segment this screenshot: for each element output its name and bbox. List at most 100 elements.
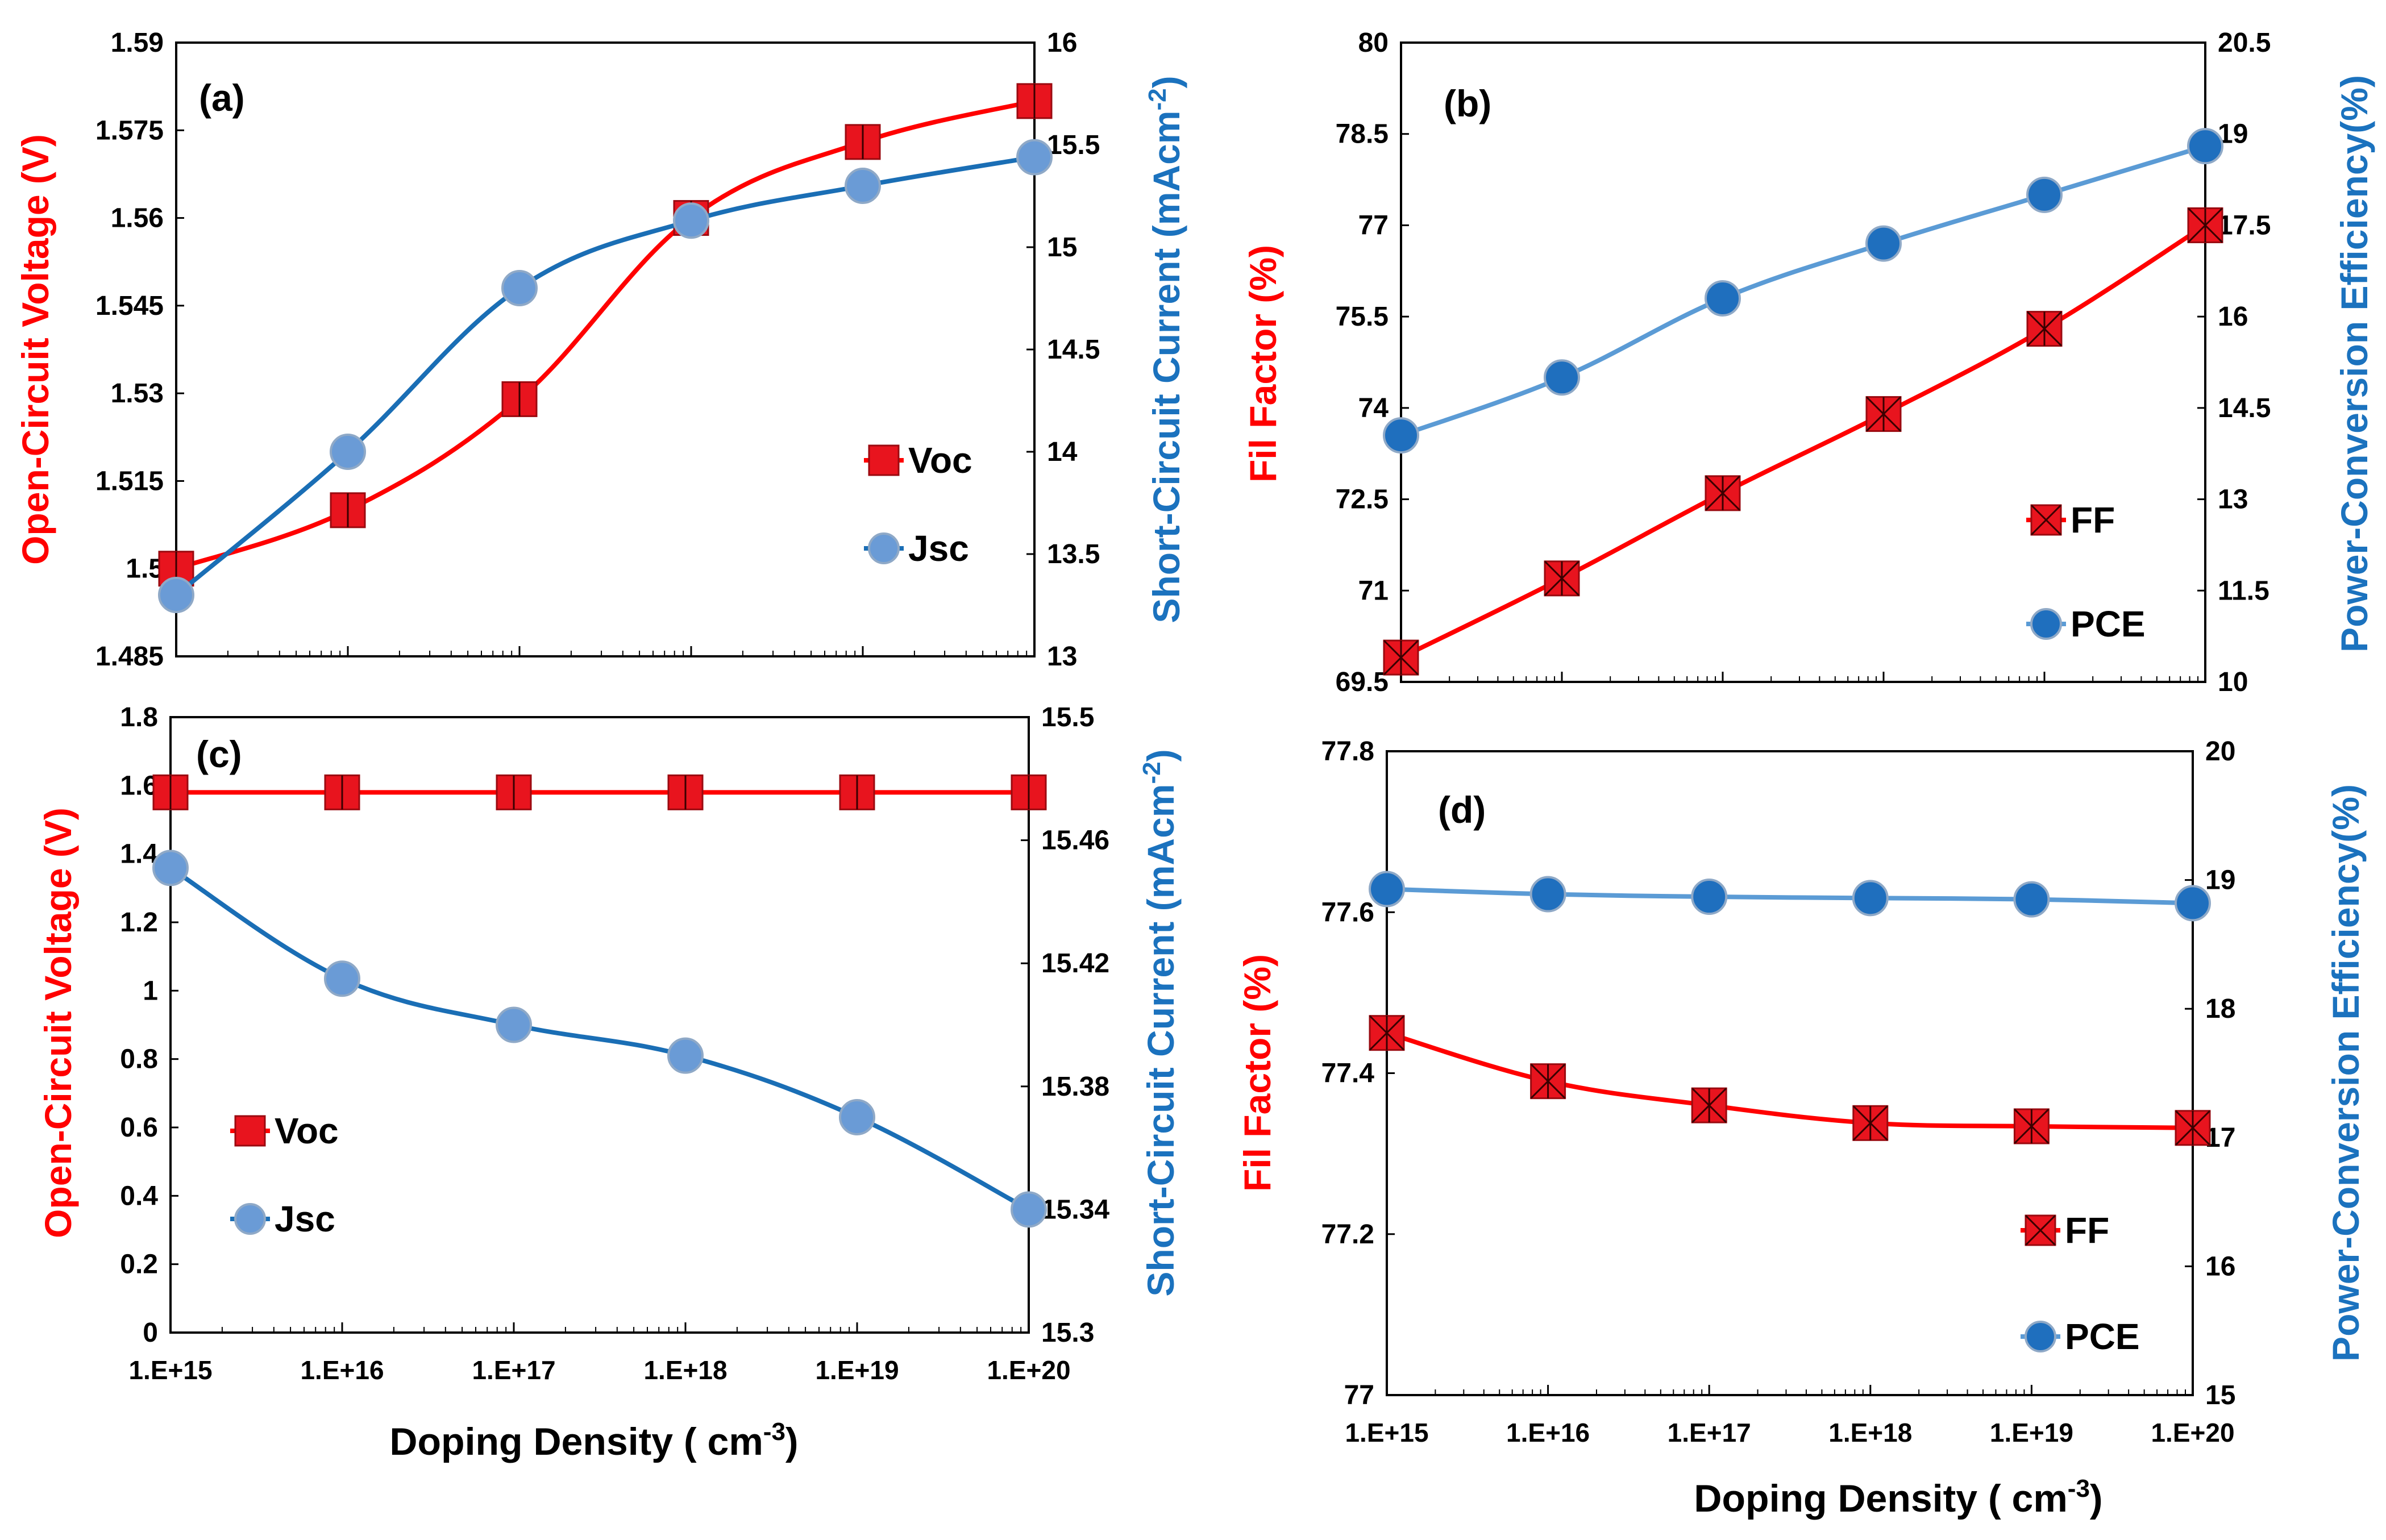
right-tick-label: 15.34 xyxy=(1041,1194,1109,1225)
left-tick-label: 77.4 xyxy=(1321,1059,1375,1089)
left-tick-label: 1.6 xyxy=(120,771,158,801)
right-tick-label: 13.5 xyxy=(1047,539,1100,569)
right-axis-label-end: ) xyxy=(1145,76,1187,88)
left-tick-label: 1 xyxy=(143,976,158,1006)
x-tick-label: 1.E+17 xyxy=(472,1355,555,1385)
data-point-jsc xyxy=(324,960,360,997)
right-axis-label-main: Power-Conversion Efficiency(%) xyxy=(2333,75,2375,652)
data-point-pce xyxy=(1544,359,1580,396)
left-tick-label: 75.5 xyxy=(1336,302,1389,332)
panel-label: (d) xyxy=(1438,789,1486,831)
series-line-ff xyxy=(1386,1030,2193,1130)
x-axis-title-left: Doping Density ( cm-3) xyxy=(389,1418,798,1463)
x-axis-title-right: Doping Density ( cm-3) xyxy=(1694,1475,2102,1520)
legend-marker xyxy=(868,444,900,476)
right-axis-label: Short-Circuit Current (mAcm-2) xyxy=(1138,749,1182,1296)
data-point-jsc xyxy=(1011,1191,1047,1228)
data-point-jsc xyxy=(496,1006,532,1043)
legend-marker xyxy=(868,532,900,564)
right-tick-label: 14.5 xyxy=(2218,393,2271,423)
left-tick-label: 77 xyxy=(1344,1380,1374,1410)
right-axis-label-sup: -2 xyxy=(1144,88,1171,110)
legend-label: Jsc xyxy=(275,1198,335,1239)
right-tick-label: 17.5 xyxy=(2218,210,2271,240)
data-point-jsc xyxy=(839,1098,875,1135)
series-line-pce xyxy=(1386,886,2193,906)
right-axis-label-main: Short-Circuit Current (mAcm xyxy=(1140,784,1182,1297)
x-tick-label: 1.E+15 xyxy=(128,1355,212,1385)
legend-marker-cross xyxy=(2030,504,2062,536)
left-tick-label: 72.5 xyxy=(1336,485,1389,515)
x-tick-label: 1.E+17 xyxy=(1668,1418,1751,1447)
panel-label: (a) xyxy=(199,77,245,119)
series-pce xyxy=(1369,871,2211,922)
right-tick-label: 13 xyxy=(1047,642,1077,672)
right-tick-label: 16 xyxy=(2218,302,2248,332)
legend-item-jsc: Jsc xyxy=(864,528,969,569)
legend-item-ff: FF xyxy=(2021,1210,2109,1251)
right-axis-label: Power-Conversion Efficiency(%) xyxy=(2325,784,2367,1362)
series-jsc xyxy=(158,139,1053,613)
legend-item-pce: PCE xyxy=(2021,1316,2140,1357)
series-line-pce xyxy=(1400,144,2206,438)
legend-label: Voc xyxy=(275,1110,339,1151)
x-tick-label: 1.E+20 xyxy=(987,1355,1070,1385)
left-tick-label: 1.59 xyxy=(111,28,164,58)
data-point-pce xyxy=(2175,885,2211,922)
data-point-pce xyxy=(1529,876,1566,913)
right-axis-label-main: Power-Conversion Efficiency(%) xyxy=(2325,784,2367,1362)
left-tick-label: 77.6 xyxy=(1321,897,1374,927)
data-point-jsc xyxy=(152,850,189,886)
data-point-jsc xyxy=(673,202,709,239)
legend-marker xyxy=(2030,608,2062,640)
data-point-jsc xyxy=(330,434,366,470)
data-point-pce xyxy=(1369,871,1405,908)
legend-label: Voc xyxy=(908,440,972,481)
plot-frame xyxy=(1400,41,2206,683)
left-tick-label: 0.4 xyxy=(120,1181,158,1211)
legend-item-voc: Voc xyxy=(230,1110,339,1151)
data-point-pce xyxy=(1705,280,1741,317)
right-tick-label: 20.5 xyxy=(2218,28,2271,58)
left-tick-label: 80 xyxy=(1358,28,1389,58)
left-tick-label: 1.515 xyxy=(95,466,164,496)
left-tick-label: 0.6 xyxy=(120,1113,158,1143)
series-ff xyxy=(1383,207,2223,676)
data-point-pce xyxy=(2013,881,2050,918)
legend-label: FF xyxy=(2065,1210,2109,1251)
left-tick-label: 1.575 xyxy=(95,115,164,145)
right-tick-label: 15.38 xyxy=(1041,1072,1109,1102)
left-axis-label: Open-Circuit Voltage (V) xyxy=(37,808,79,1238)
x-tick-label: 1.E+18 xyxy=(643,1355,727,1385)
panel-label: (b) xyxy=(1444,82,1491,124)
legend-item-pce: PCE xyxy=(2026,603,2146,644)
left-tick-label: 1.2 xyxy=(120,908,158,938)
left-tick-label: 74 xyxy=(1358,393,1389,423)
legend-label: Jsc xyxy=(908,528,969,569)
legend-marker xyxy=(234,1115,266,1147)
chart-panel-2: 69.5 71 72.5 74 75.5 77 78.5 80 10 11.5 13 14.5 16 17… xyxy=(1242,28,2375,697)
right-tick-label: 15.5 xyxy=(1041,702,1094,732)
right-tick-label: 11.5 xyxy=(2218,576,2269,606)
right-axis-label: Power-Conversion Efficiency(%) xyxy=(2333,75,2375,652)
right-tick-label: 20 xyxy=(2205,736,2235,767)
right-tick-label: 15.3 xyxy=(1041,1318,1094,1348)
right-tick-label: 15 xyxy=(1047,232,1077,263)
data-point-jsc xyxy=(1016,139,1053,176)
left-tick-label: 0.8 xyxy=(120,1044,158,1075)
right-tick-label: 14.5 xyxy=(1047,335,1100,365)
left-tick-label: 1.485 xyxy=(95,642,164,672)
left-tick-label: 78.5 xyxy=(1336,119,1389,149)
legend-marker-cross xyxy=(2025,1214,2056,1246)
right-tick-label: 15.46 xyxy=(1041,826,1109,856)
right-tick-label: 16 xyxy=(1047,28,1077,58)
x-tick-label: 1.E+16 xyxy=(1506,1418,1590,1447)
left-tick-label: 1.53 xyxy=(111,378,164,409)
right-tick-label: 18 xyxy=(2205,994,2235,1024)
data-point-pce xyxy=(2026,176,2063,213)
data-point-pce xyxy=(1865,225,1902,262)
plot-frame xyxy=(169,716,1030,1334)
legend-label: PCE xyxy=(2071,603,2146,644)
left-tick-label: 1.4 xyxy=(120,839,158,869)
